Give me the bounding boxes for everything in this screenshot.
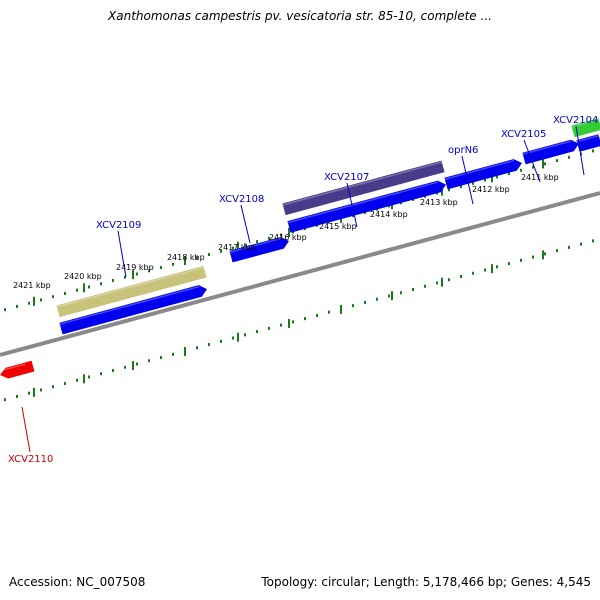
gene-label-leader bbox=[117, 230, 127, 278]
gene-xcv2109-region-shape[interactable] bbox=[56, 265, 207, 318]
gene-xcv2105-highlight bbox=[522, 140, 572, 155]
gene-xcv2109-shape[interactable] bbox=[59, 283, 208, 335]
ruler-label: 2416 kbp bbox=[269, 233, 307, 242]
ruler-label: 2418 kbp bbox=[167, 253, 205, 262]
genome-backbone bbox=[0, 191, 600, 357]
gene-xcv2108-shape[interactable] bbox=[229, 235, 290, 263]
gene-xcv2108[interactable] bbox=[229, 235, 290, 263]
gene-xcv2107-shape[interactable] bbox=[287, 179, 447, 233]
gene-label-leader bbox=[21, 406, 31, 453]
gene-xcv2107-highlight bbox=[287, 181, 439, 224]
gene-xcv2109-region-highlight bbox=[56, 266, 205, 308]
gene-label-xcv2107[interactable]: XCV2107 bbox=[324, 172, 369, 183]
gene-xcv2109[interactable] bbox=[59, 283, 208, 335]
ruler-label: 2412 kbp bbox=[472, 185, 510, 194]
ruler-label: 2413 kbp bbox=[420, 198, 458, 207]
gene-xcv2104[interactable] bbox=[576, 134, 600, 152]
ruler-label: 2419 kbp bbox=[116, 263, 154, 272]
gene-labels: XCV2109 XCV2108 XCV2107 oprN6 XCV2105 XCV2104… bbox=[8, 115, 598, 465]
gene-xcv2107-region[interactable] bbox=[282, 160, 445, 216]
gene-xcv2107-region-shape[interactable] bbox=[282, 160, 445, 216]
inner-ruler bbox=[4, 239, 594, 402]
ruler-label: 2414 kbp bbox=[370, 210, 408, 219]
gene-xcv2110-highlight bbox=[0, 363, 26, 372]
gene-oprn6-highlight bbox=[444, 159, 515, 180]
gene-label-leader bbox=[575, 125, 585, 176]
gene-xcv2109-highlight bbox=[59, 285, 200, 325]
gene-xcv2104-region[interactable] bbox=[571, 118, 600, 138]
gene-label-leader bbox=[523, 139, 541, 183]
gene-xcv2109-region[interactable] bbox=[56, 265, 207, 318]
gene-features bbox=[0, 118, 600, 381]
gene-xcv2107-region-highlight bbox=[282, 161, 443, 206]
gene-xcv2108-highlight bbox=[229, 237, 282, 254]
gene-label-leader bbox=[461, 155, 474, 205]
gene-oprn6-shape[interactable] bbox=[444, 157, 523, 190]
ruler-label: 2411 kbp bbox=[521, 173, 559, 182]
gene-xcv2104-region-highlight bbox=[571, 118, 600, 128]
ruler-label: 2417 kbp bbox=[218, 243, 256, 252]
tick-labels: 2421 kbp 2420 kbp 2419 kbp 2418 kbp 2417 kbp… bbox=[13, 173, 559, 290]
gene-xcv2107[interactable] bbox=[287, 179, 447, 233]
accession-text: Accession: NC_007508 bbox=[9, 575, 146, 589]
ruler-label: 2420 kbp bbox=[64, 272, 102, 281]
gene-xcv2110[interactable] bbox=[0, 360, 35, 381]
gene-xcv2110-shape[interactable] bbox=[0, 360, 35, 381]
gene-xcv2104-highlight bbox=[576, 134, 600, 143]
gene-label-xcv2109[interactable]: XCV2109 bbox=[96, 220, 141, 231]
topology-text: Topology: circular; Length: 5,178,466 bp… bbox=[261, 575, 591, 589]
gene-xcv2104-region-shape[interactable] bbox=[571, 118, 600, 138]
gene-xcv2105[interactable] bbox=[522, 138, 580, 165]
gene-label-xcv2110[interactable]: XCV2110 bbox=[8, 454, 53, 465]
gene-label-oprn6[interactable]: oprN6 bbox=[448, 145, 478, 156]
gene-oprn6[interactable] bbox=[444, 157, 523, 190]
gene-xcv2105-shape[interactable] bbox=[522, 138, 580, 165]
ruler-label: 2415 kbp bbox=[319, 222, 357, 231]
gene-label-xcv2108[interactable]: XCV2108 bbox=[219, 194, 264, 205]
map-title: Xanthomonas campestris pv. vesicatoria s… bbox=[108, 9, 492, 23]
backbone-line bbox=[0, 191, 600, 357]
gene-xcv2104-shape[interactable] bbox=[576, 134, 600, 152]
gene-label-leader bbox=[346, 182, 358, 228]
gene-label-leader bbox=[240, 204, 251, 244]
gene-label-xcv2105[interactable]: XCV2105 bbox=[501, 129, 546, 140]
ruler-label: 2421 kbp bbox=[13, 281, 51, 290]
gene-label-xcv2104[interactable]: XCV2104 bbox=[553, 115, 598, 126]
